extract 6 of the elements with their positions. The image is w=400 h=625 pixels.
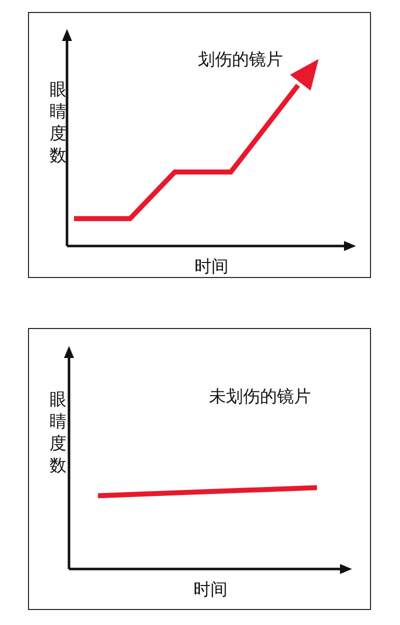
y-axis-title: 眼睛度数 [49, 389, 67, 478]
y-axis-title: 眼睛度数 [49, 79, 67, 168]
text: 未划伤的镜片 [209, 387, 311, 408]
x-axis-title: 时间 [194, 580, 228, 600]
x-axis-title: 时间 [194, 257, 228, 278]
text: 划伤的镜片 [198, 50, 283, 70]
